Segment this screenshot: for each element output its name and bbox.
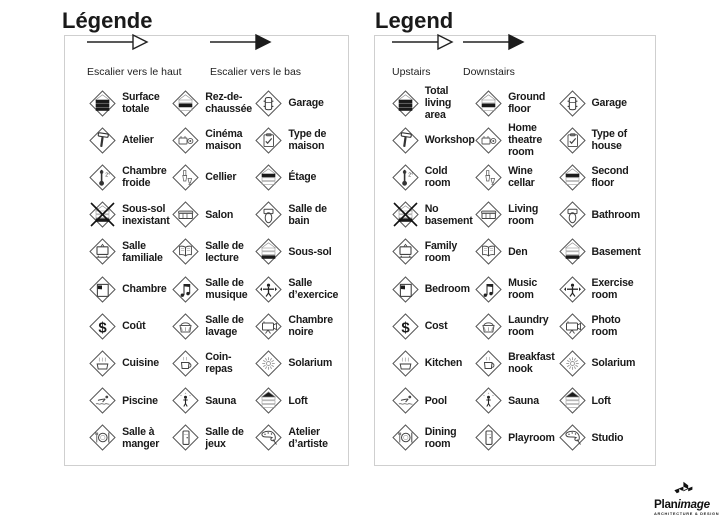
svg-text:2°: 2° <box>105 172 110 178</box>
svg-text:$: $ <box>401 319 410 336</box>
svg-text:2°: 2° <box>408 172 413 178</box>
svg-text:$: $ <box>98 319 107 336</box>
